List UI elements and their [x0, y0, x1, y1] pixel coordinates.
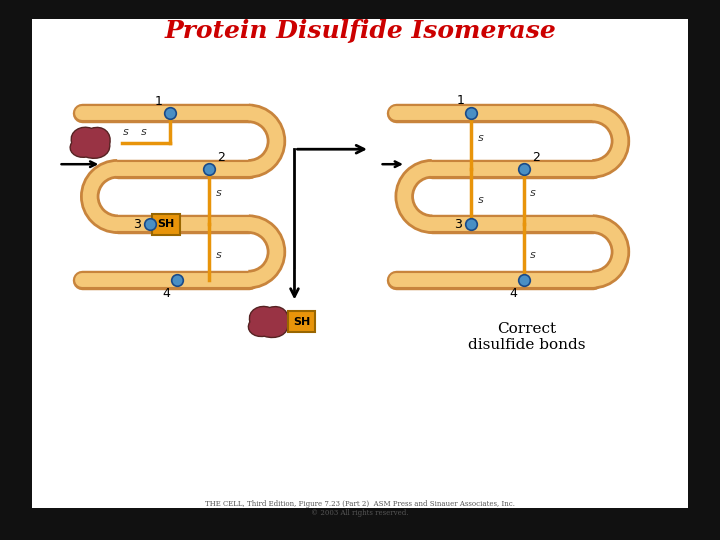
FancyBboxPatch shape [153, 214, 180, 234]
PathPatch shape [248, 306, 289, 338]
Text: Correct
disulfide bonds: Correct disulfide bonds [468, 322, 586, 352]
Text: s: s [216, 250, 222, 260]
Text: s: s [478, 195, 484, 205]
PathPatch shape [70, 127, 110, 158]
Text: 3: 3 [133, 218, 141, 231]
Text: THE CELL, Third Edition, Figure 7.23 (Part 2)  ASM Press and Sinauer Associates,: THE CELL, Third Edition, Figure 7.23 (Pa… [205, 500, 515, 517]
Text: 2: 2 [531, 151, 539, 164]
Point [466, 109, 477, 118]
Text: Protein Disulfide Isomerase: Protein Disulfide Isomerase [164, 19, 556, 43]
Point [164, 109, 176, 118]
Point [171, 275, 182, 284]
Text: s: s [531, 188, 536, 198]
Point [518, 275, 530, 284]
Point [518, 165, 530, 173]
Text: 1: 1 [457, 94, 465, 107]
Text: 3: 3 [454, 218, 462, 231]
Text: SH: SH [293, 317, 310, 327]
FancyBboxPatch shape [288, 312, 315, 332]
Text: 4: 4 [509, 287, 517, 300]
Text: s: s [141, 127, 147, 138]
Text: s: s [531, 250, 536, 260]
Text: SH: SH [158, 219, 175, 229]
Text: 2: 2 [217, 151, 225, 164]
Text: 1: 1 [154, 95, 162, 108]
Point [466, 220, 477, 228]
Text: 4: 4 [162, 287, 170, 300]
Text: s: s [216, 188, 222, 198]
Text: s: s [478, 133, 484, 143]
Text: s: s [123, 127, 129, 138]
Point [204, 165, 215, 173]
Point [145, 220, 156, 228]
